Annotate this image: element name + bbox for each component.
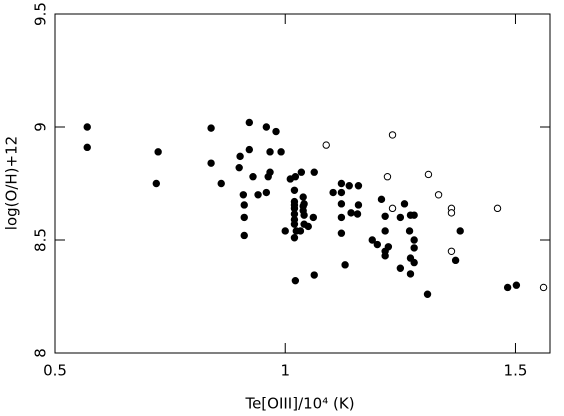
filled-point: [240, 213, 248, 222]
filled-point: [262, 188, 271, 197]
filled-point: [373, 240, 382, 249]
filled-point: [83, 123, 91, 131]
open-point: [388, 131, 397, 139]
filled-point: [405, 227, 414, 235]
filled-point: [281, 227, 289, 235]
filled-point: [345, 182, 353, 190]
filled-point: [512, 281, 521, 289]
filled-point: [396, 264, 405, 272]
filled-point: [410, 236, 418, 244]
open-point: [434, 191, 443, 199]
filled-point: [381, 252, 389, 260]
y-tick-label: 8.5: [32, 228, 50, 252]
y-tick-label: 8: [32, 348, 50, 358]
filled-point: [368, 236, 376, 244]
filled-point: [310, 271, 318, 279]
filled-point: [304, 222, 312, 231]
filled-point: [240, 201, 248, 209]
filled-point: [236, 152, 244, 161]
open-point: [447, 247, 456, 256]
filled-point: [337, 213, 346, 222]
filled-point: [297, 168, 306, 176]
y-tick-label: 9.5: [32, 2, 50, 26]
filled-point: [503, 283, 512, 292]
plot-frame: [54, 13, 551, 354]
filled-point: [299, 193, 307, 201]
filled-point: [207, 159, 215, 167]
y-axis-label: log(O/H)+12: [3, 136, 21, 230]
filled-point: [396, 213, 405, 222]
filled-point: [290, 186, 299, 194]
filled-point: [456, 227, 464, 235]
filled-point: [337, 200, 346, 208]
filled-point: [245, 118, 254, 127]
filled-point: [83, 143, 91, 152]
filled-point: [354, 182, 363, 190]
filled-point: [217, 179, 225, 188]
filled-point: [381, 227, 389, 235]
x-tick-label: 1.5: [504, 362, 528, 380]
filled-point: [277, 148, 285, 156]
filled-point: [377, 195, 386, 204]
filled-point: [341, 261, 349, 269]
filled-point: [384, 243, 393, 251]
open-point: [383, 173, 392, 181]
filled-point: [290, 234, 299, 242]
filled-point: [249, 173, 257, 181]
filled-point: [207, 124, 215, 132]
filled-point: [245, 145, 254, 154]
open-point: [447, 209, 456, 217]
filled-point: [400, 200, 409, 208]
filled-point: [309, 213, 318, 222]
filled-point: [410, 211, 418, 219]
open-point: [388, 204, 397, 213]
filled-point: [291, 276, 300, 285]
filled-point: [154, 148, 162, 156]
filled-point: [239, 191, 248, 199]
filled-point: [410, 258, 418, 267]
filled-point: [272, 127, 280, 136]
filled-point: [410, 244, 418, 252]
filled-point: [337, 188, 346, 197]
filled-point: [235, 163, 243, 172]
filled-point: [266, 148, 274, 156]
open-point: [424, 170, 433, 179]
filled-point: [266, 168, 274, 176]
filled-point: [296, 227, 305, 235]
filled-point: [300, 211, 308, 219]
filled-point: [254, 191, 262, 199]
filled-point: [337, 229, 346, 237]
filled-point: [329, 188, 337, 197]
filled-point: [337, 179, 346, 188]
filled-point: [152, 179, 161, 188]
filled-point: [354, 201, 363, 209]
filled-point: [406, 270, 415, 278]
y-tick-label: 9: [32, 122, 50, 132]
filled-point: [310, 168, 318, 176]
filled-point: [240, 231, 248, 240]
x-tick-label: 1: [280, 362, 290, 380]
open-point: [493, 204, 502, 213]
filled-point: [423, 290, 432, 298]
filled-point: [347, 209, 355, 217]
open-point: [322, 141, 330, 149]
filled-point: [451, 256, 460, 265]
filled-point: [353, 210, 362, 218]
filled-point: [291, 173, 300, 181]
filled-point: [381, 212, 389, 220]
filled-point: [262, 123, 271, 131]
x-axis-label: Te[OIII]/10⁴ (K): [244, 395, 354, 413]
filled-point: [290, 220, 299, 228]
open-point: [539, 283, 548, 292]
x-tick-label: 0.5: [43, 362, 67, 380]
